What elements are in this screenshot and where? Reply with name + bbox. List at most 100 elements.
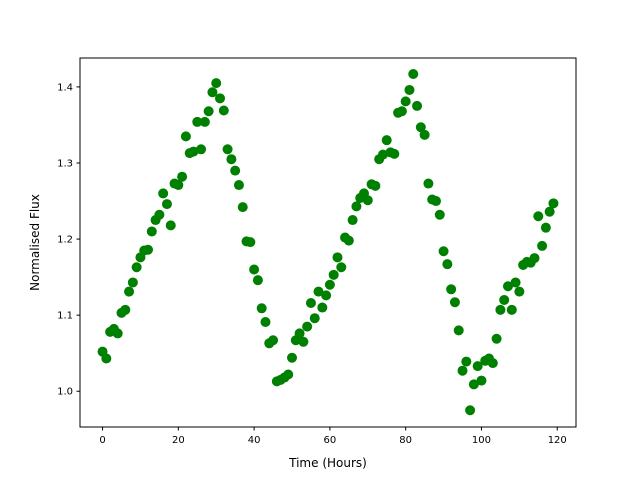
y-axis-label: Normalised Flux bbox=[28, 194, 42, 291]
data-point bbox=[313, 286, 324, 297]
data-point bbox=[412, 100, 423, 111]
data-point bbox=[389, 148, 400, 159]
axes-frame bbox=[79, 57, 577, 428]
y-tick-label: 1.4 bbox=[57, 82, 73, 93]
data-point bbox=[302, 321, 313, 332]
data-point bbox=[408, 68, 419, 79]
data-point bbox=[434, 209, 445, 220]
data-point bbox=[415, 122, 426, 133]
data-point bbox=[510, 277, 521, 288]
data-point bbox=[465, 405, 476, 416]
data-point bbox=[112, 328, 123, 339]
data-point bbox=[199, 116, 210, 127]
x-tick-label: 20 bbox=[172, 435, 185, 446]
data-point bbox=[161, 199, 172, 210]
data-point bbox=[249, 264, 260, 275]
data-point bbox=[211, 78, 222, 89]
data-point bbox=[396, 106, 407, 117]
x-tick-label: 100 bbox=[472, 435, 491, 446]
data-point bbox=[124, 286, 135, 297]
data-point bbox=[487, 358, 498, 369]
data-point bbox=[430, 196, 441, 207]
data-point bbox=[362, 195, 373, 206]
data-point bbox=[404, 84, 415, 95]
data-point bbox=[146, 226, 157, 237]
data-point bbox=[294, 328, 305, 339]
data-point bbox=[449, 297, 460, 308]
data-point bbox=[218, 105, 229, 116]
data-point bbox=[324, 279, 335, 290]
data-point bbox=[347, 215, 358, 226]
data-point bbox=[370, 180, 381, 191]
data-point bbox=[260, 317, 271, 328]
data-point bbox=[453, 325, 464, 336]
data-point bbox=[173, 180, 184, 191]
data-point bbox=[514, 286, 525, 297]
data-point bbox=[377, 149, 388, 160]
data-point bbox=[381, 135, 392, 146]
data-point bbox=[544, 206, 555, 217]
data-point bbox=[196, 144, 207, 155]
data-point bbox=[529, 253, 540, 264]
data-point bbox=[226, 154, 237, 165]
data-point bbox=[233, 180, 244, 191]
data-point bbox=[131, 262, 142, 273]
data-point bbox=[457, 365, 468, 376]
data-point bbox=[177, 171, 188, 182]
data-point bbox=[336, 262, 347, 273]
x-tick-label: 80 bbox=[399, 435, 412, 446]
data-point bbox=[548, 198, 559, 209]
data-point bbox=[158, 188, 169, 199]
data-point bbox=[154, 209, 165, 220]
data-point bbox=[328, 269, 339, 280]
data-point bbox=[252, 275, 263, 286]
data-point bbox=[419, 129, 430, 140]
data-point bbox=[180, 131, 191, 142]
data-point bbox=[400, 96, 411, 107]
data-point bbox=[491, 333, 502, 344]
data-point bbox=[343, 235, 354, 246]
data-point bbox=[298, 336, 309, 347]
data-point bbox=[472, 361, 483, 372]
data-point bbox=[502, 281, 513, 292]
data-point bbox=[222, 144, 233, 155]
data-point bbox=[537, 240, 548, 251]
data-point bbox=[268, 335, 279, 346]
data-points bbox=[97, 68, 559, 416]
data-point bbox=[332, 252, 343, 263]
data-point bbox=[499, 294, 510, 305]
data-point bbox=[461, 356, 472, 367]
data-point bbox=[442, 259, 453, 270]
data-point bbox=[506, 304, 517, 315]
x-axis-ticks: 0 20 40 60 80 100 120 bbox=[99, 427, 567, 446]
y-tick-label: 1.2 bbox=[57, 235, 73, 246]
data-point bbox=[540, 222, 551, 233]
data-point bbox=[165, 220, 176, 231]
y-tick-label: 1.3 bbox=[57, 158, 73, 169]
data-point bbox=[207, 87, 218, 98]
data-point bbox=[101, 353, 112, 364]
data-point bbox=[188, 146, 199, 157]
x-tick-label: 0 bbox=[99, 435, 105, 446]
data-point bbox=[215, 93, 226, 104]
data-point bbox=[287, 352, 298, 363]
x-tick-label: 120 bbox=[548, 435, 567, 446]
data-point bbox=[120, 304, 131, 315]
data-point bbox=[203, 106, 214, 117]
x-tick-label: 60 bbox=[324, 435, 337, 446]
data-point bbox=[237, 202, 248, 213]
y-tick-label: 1.0 bbox=[57, 387, 73, 398]
data-point bbox=[283, 369, 294, 380]
data-point bbox=[468, 379, 479, 390]
y-tick-label: 1.1 bbox=[57, 311, 73, 322]
data-point bbox=[446, 284, 457, 295]
data-point bbox=[192, 116, 203, 127]
y-axis-ticks: 1.0 1.1 1.2 1.3 1.4 bbox=[57, 82, 80, 398]
data-point bbox=[317, 302, 328, 313]
data-point bbox=[305, 297, 316, 308]
data-point bbox=[127, 277, 138, 288]
data-point bbox=[351, 201, 362, 212]
x-axis-label: Time (Hours) bbox=[288, 456, 367, 470]
data-point bbox=[423, 178, 434, 189]
